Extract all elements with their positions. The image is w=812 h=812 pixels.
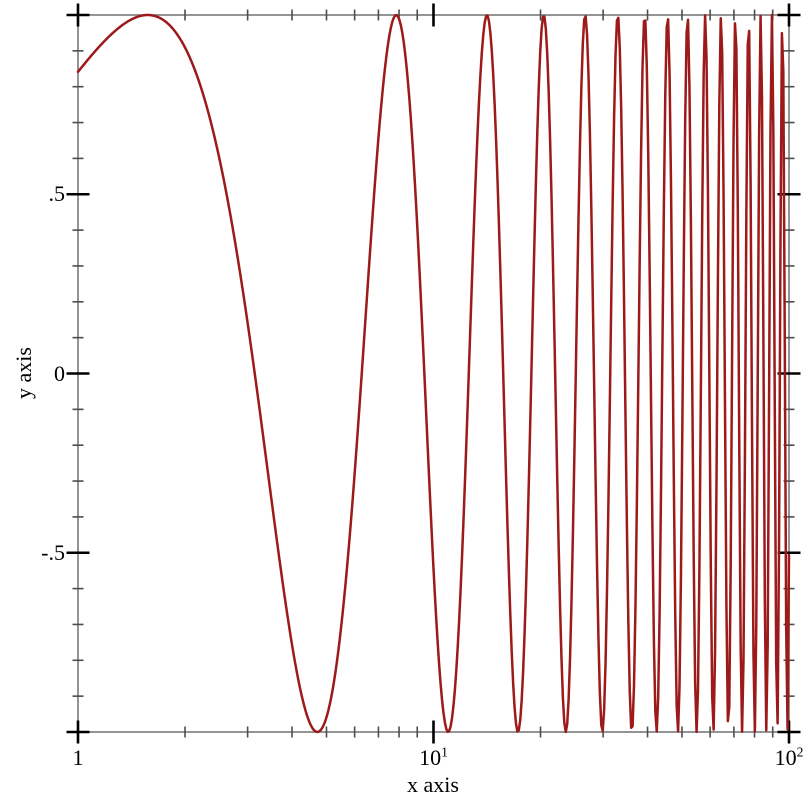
x-tick-label: 101 — [419, 744, 448, 770]
exponent: 2 — [796, 744, 804, 760]
x-axis-title: x axis — [407, 772, 459, 797]
x-tick-label: 102 — [774, 744, 804, 770]
y-tick-label: 0 — [54, 360, 65, 386]
y-tick-label: .5 — [48, 181, 66, 207]
y-axis-title: y axis — [11, 347, 36, 399]
x-tick-label: 1 — [72, 745, 84, 770]
function-curve-sin(x) — [76, 13, 791, 734]
exponent: 1 — [441, 744, 448, 760]
y-tick-label: -.5 — [41, 539, 65, 565]
